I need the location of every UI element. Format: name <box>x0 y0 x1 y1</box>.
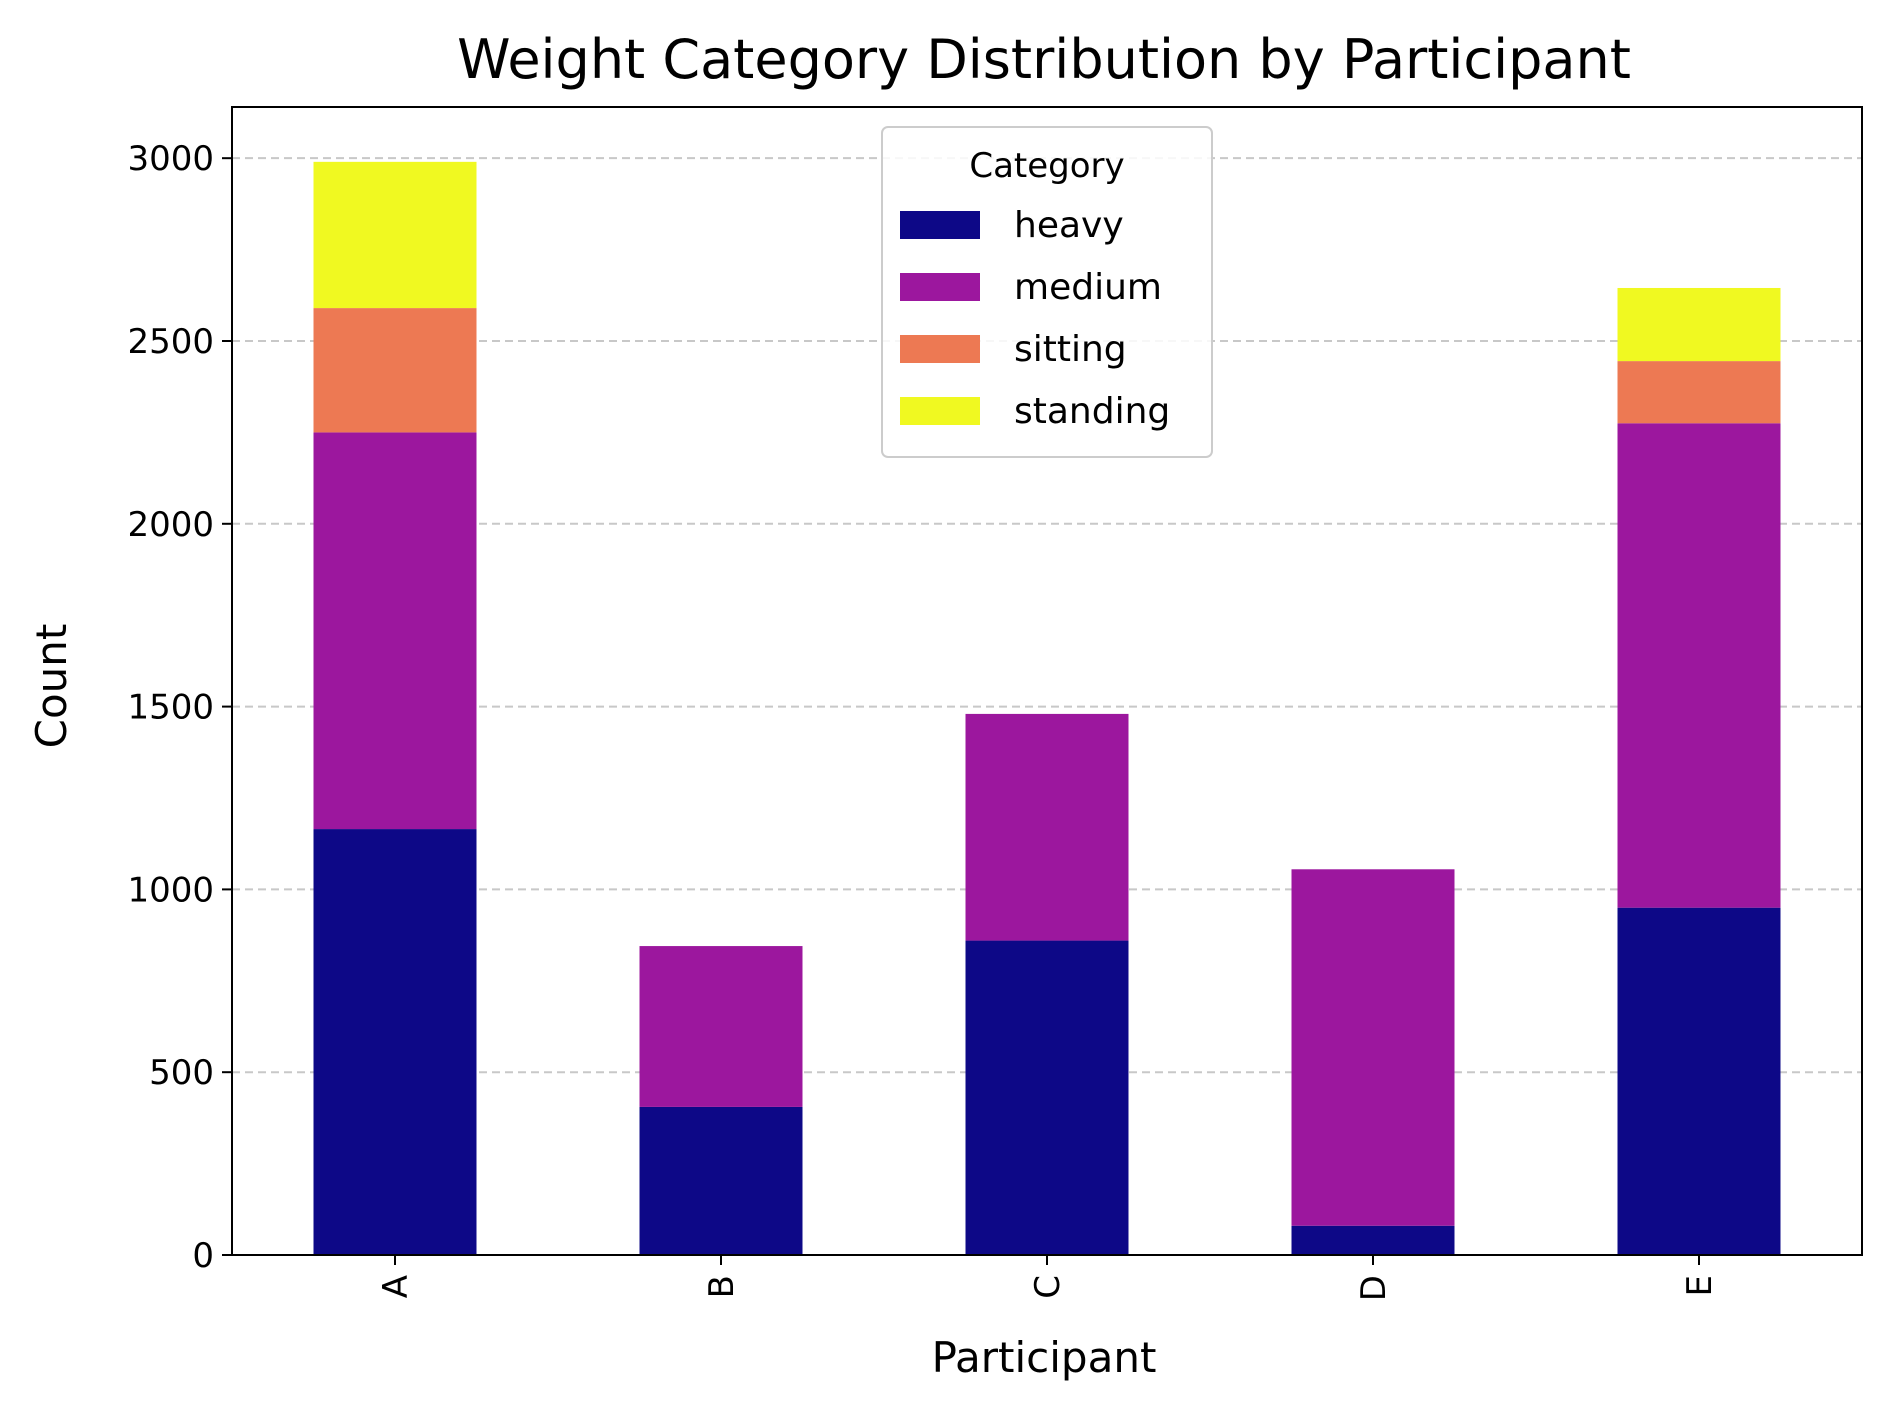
bar-medium-E <box>1617 423 1781 908</box>
legend: Category heavy medium sitting standing <box>881 126 1213 458</box>
y-tick-label: 2000 <box>127 505 214 545</box>
x-tick-label: D <box>1354 1275 1394 1301</box>
legend-label-sitting: sitting <box>1014 329 1127 370</box>
x-tick-label: C <box>1028 1275 1068 1299</box>
bar-heavy-A <box>313 829 477 1255</box>
legend-swatch-medium <box>900 273 980 301</box>
y-axis-label: Count <box>27 624 76 749</box>
bar-medium-D <box>1291 869 1455 1226</box>
legend-swatch-heavy <box>900 211 980 239</box>
bar-medium-A <box>313 432 477 830</box>
y-tick-label: 2500 <box>127 322 214 362</box>
x-tick-label: A <box>376 1275 416 1298</box>
legend-title: Category <box>969 146 1124 186</box>
x-tick-label: B <box>702 1275 742 1298</box>
bar-sitting-E <box>1617 361 1781 424</box>
chart-title: Weight Category Distribution by Particip… <box>457 28 1631 91</box>
y-gridlines <box>232 157 1862 1074</box>
bar-heavy-D <box>1291 1225 1455 1255</box>
y-tick-label: 0 <box>192 1236 214 1276</box>
bar-sitting-A <box>313 308 477 433</box>
y-tick-label: 1500 <box>127 688 214 728</box>
legend-label-medium: medium <box>1014 267 1162 308</box>
legend-swatch-standing <box>900 397 980 425</box>
legend-label-standing: standing <box>1014 391 1170 432</box>
y-axis: 0 500 1000 1500 2000 2500 3000 <box>127 139 232 1276</box>
x-axis: A B C D E <box>376 1255 1720 1301</box>
y-tick-label: 3000 <box>127 139 214 179</box>
bar-standing-E <box>1617 287 1781 362</box>
legend-box <box>881 126 1213 458</box>
x-tick-label: E <box>1680 1275 1720 1296</box>
bar-medium-C <box>965 713 1129 941</box>
bar-standing-A <box>313 161 477 309</box>
bar-medium-B <box>639 946 803 1107</box>
y-tick-label: 1000 <box>127 870 214 910</box>
bar-heavy-B <box>639 1106 803 1255</box>
y-tick-label: 500 <box>149 1053 214 1093</box>
bar-heavy-E <box>1617 907 1781 1255</box>
legend-label-heavy: heavy <box>1014 205 1124 246</box>
bars <box>313 161 1781 1255</box>
bar-heavy-C <box>965 940 1129 1255</box>
x-axis-label: Participant <box>932 1333 1157 1382</box>
legend-swatch-sitting <box>900 335 980 363</box>
